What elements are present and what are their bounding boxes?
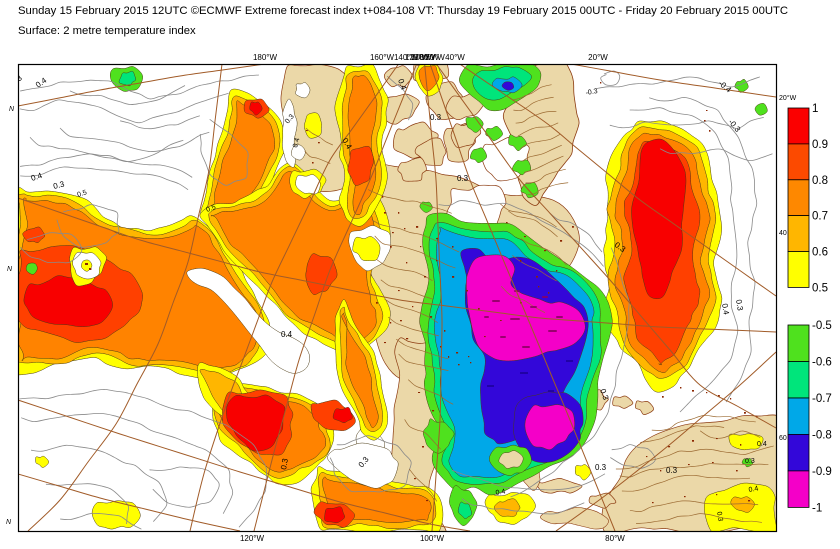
svg-text:40: 40	[779, 230, 787, 237]
svg-text:80°W: 80°W	[605, 534, 625, 543]
svg-text:0.8: 0.8	[812, 175, 828, 187]
svg-text:60: 60	[779, 435, 787, 442]
svg-text:0.3: 0.3	[10, 73, 25, 87]
svg-text:0.4: 0.4	[281, 330, 293, 339]
svg-text:0.4: 0.4	[30, 171, 44, 183]
svg-text:0.3: 0.3	[666, 466, 678, 475]
svg-text:0.4: 0.4	[292, 137, 301, 148]
svg-text:40°W: 40°W	[445, 53, 465, 62]
svg-text:0.3: 0.3	[52, 179, 66, 191]
svg-text:0.4: 0.4	[720, 303, 731, 316]
svg-text:0.3: 0.3	[457, 174, 469, 183]
svg-text:0.3: 0.3	[595, 463, 607, 472]
svg-text:-0.7: -0.7	[812, 393, 832, 405]
svg-text:-0.5: -0.5	[812, 320, 832, 332]
svg-text:0.4: 0.4	[748, 485, 759, 494]
svg-text:0.5: 0.5	[76, 189, 88, 199]
svg-text:140°W: 140°W	[394, 53, 419, 62]
svg-text:0.9: 0.9	[812, 139, 828, 151]
svg-text:-0.3: -0.3	[585, 88, 598, 97]
svg-text:0.3: 0.3	[598, 388, 610, 402]
svg-text:0.6: 0.6	[812, 247, 828, 259]
svg-text:0.5: 0.5	[812, 282, 828, 294]
svg-text:120°W: 120°W	[240, 534, 265, 543]
svg-text:0.3: 0.3	[284, 113, 296, 125]
svg-text:0.4: 0.4	[757, 441, 767, 448]
svg-text:0.3: 0.3	[745, 458, 755, 465]
svg-text:Sunday 15 February 2015 12UTC: Sunday 15 February 2015 12UTC ©ECMWF Ext…	[18, 5, 788, 17]
svg-text:1: 1	[812, 103, 818, 115]
svg-text:80°W: 80°W	[419, 53, 439, 62]
svg-text:20°W: 20°W	[588, 53, 608, 62]
svg-text:N: N	[9, 106, 15, 113]
svg-text:0.3: 0.3	[430, 113, 442, 122]
svg-text:Surface: 2 metre temperature i: Surface: 2 metre temperature index	[18, 25, 196, 37]
svg-text:100°W: 100°W	[420, 534, 445, 543]
svg-text:120°W: 120°W	[405, 53, 430, 62]
svg-text:60°W: 60°W	[425, 53, 445, 62]
svg-text:180°W: 180°W	[253, 53, 278, 62]
svg-text:0.5: 0.5	[205, 204, 217, 214]
svg-text:N: N	[7, 266, 13, 273]
svg-text:160°W: 160°W	[370, 53, 395, 62]
svg-text:-0.9: -0.9	[812, 466, 832, 478]
svg-text:20°W: 20°W	[779, 94, 797, 102]
svg-text:-0.6: -0.6	[812, 357, 832, 369]
svg-text:N: N	[6, 519, 12, 526]
svg-text:0.3: 0.3	[734, 299, 745, 312]
svg-text:0.7: 0.7	[812, 211, 828, 223]
svg-text:0.3: 0.3	[279, 457, 290, 470]
svg-text:0.4: 0.4	[495, 488, 506, 497]
svg-text:0.3: 0.3	[715, 511, 724, 522]
svg-text:-0.8: -0.8	[812, 429, 832, 441]
svg-text:0.4: 0.4	[396, 78, 408, 92]
svg-text:-1: -1	[812, 502, 822, 514]
svg-text:100°W: 100°W	[411, 53, 436, 62]
